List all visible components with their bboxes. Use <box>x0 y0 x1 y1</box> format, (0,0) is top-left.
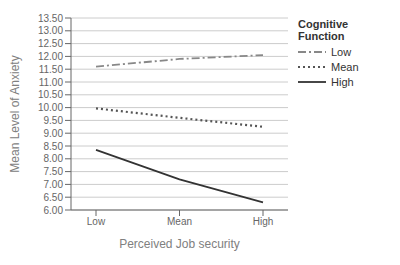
html-text:Low: Low <box>331 46 352 58</box>
svg-text:9.00: 9.00 <box>44 128 64 139</box>
html-text:High: High <box>331 76 354 88</box>
svg-text:8.50: 8.50 <box>44 141 64 152</box>
svg-text:7.50: 7.50 <box>44 166 64 177</box>
svg-text:12.00: 12.00 <box>38 51 63 62</box>
svg-text:11.50: 11.50 <box>39 64 64 75</box>
svg-text:10.00: 10.00 <box>38 102 63 113</box>
svg-text:8.00: 8.00 <box>44 153 64 164</box>
html-text:Cognitive: Cognitive <box>298 18 349 30</box>
svg-text:10.50: 10.50 <box>38 89 63 100</box>
svg-text:13.50: 13.50 <box>38 13 63 24</box>
svg-text:Perceived Job security: Perceived Job security <box>119 237 240 251</box>
svg-text:6.00: 6.00 <box>44 205 64 216</box>
svg-text:6.50: 6.50 <box>44 192 64 203</box>
svg-text:11.00: 11.00 <box>39 77 64 88</box>
svg-text:High: High <box>253 216 274 227</box>
svg-text:Low: Low <box>87 216 106 227</box>
html-text:Mean: Mean <box>331 61 359 73</box>
svg-text:13.00: 13.00 <box>38 25 63 36</box>
svg-text:Mean Level of Anxiety: Mean Level of Anxiety <box>8 55 22 172</box>
svg-text:Mean: Mean <box>167 216 192 227</box>
svg-text:7.00: 7.00 <box>44 179 64 190</box>
svg-text:12.50: 12.50 <box>38 38 63 49</box>
html-text:Function: Function <box>298 30 345 42</box>
svg-text:9.50: 9.50 <box>44 115 64 126</box>
